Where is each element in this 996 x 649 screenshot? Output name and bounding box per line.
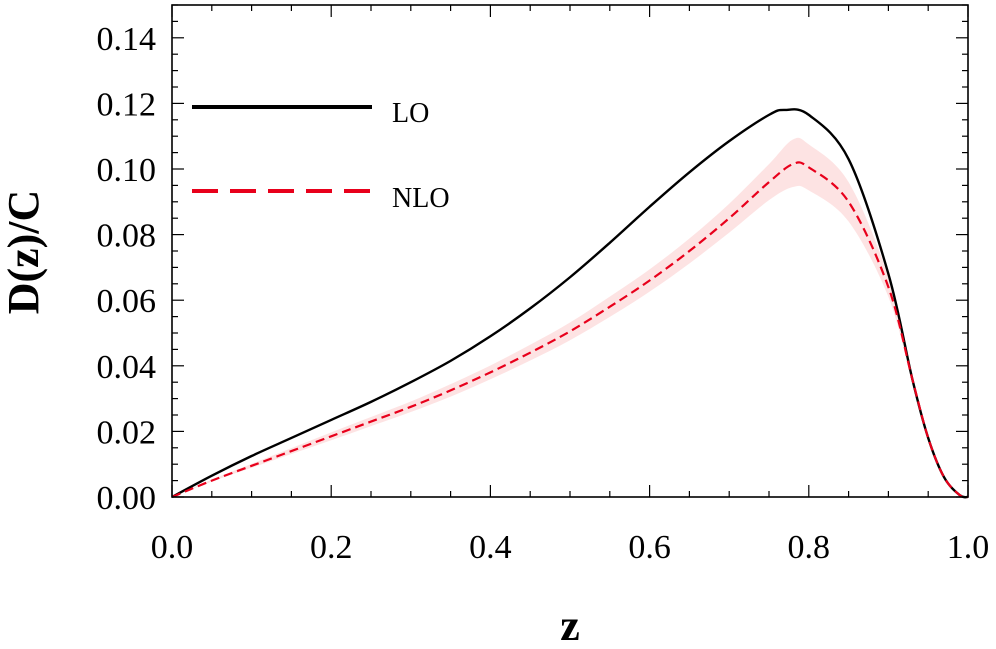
series-line-nlo [171, 161, 969, 499]
series-lines-layer [171, 108, 969, 499]
y-tick-label: 0.14 [97, 21, 157, 58]
axis-ticks-layer [171, 4, 969, 498]
y-tick-label: 0.02 [97, 414, 157, 451]
y-tick-label: 0.04 [97, 349, 157, 386]
x-tick-label: 0.6 [628, 529, 671, 566]
y-tick-label: 0.08 [97, 218, 157, 255]
y-axis-title: D(z)/C [0, 190, 48, 315]
plot-frame [171, 4, 969, 498]
y-tick-label: 0.10 [97, 152, 157, 189]
legend: LO NLO [192, 98, 450, 214]
y-tick-label: 0.00 [97, 480, 157, 517]
y-tick-label: 0.06 [97, 283, 157, 320]
x-axis-title: z [560, 601, 580, 649]
y-tick-label: 0.12 [97, 86, 157, 123]
x-tick-label: 0.0 [151, 529, 194, 566]
tick-labels-layer: 0.0 0.2 0.4 0.6 0.8 1.0 0.00 0.02 0.04 0.06 0.08 0.… [97, 21, 990, 566]
x-tick-label: 0.2 [310, 529, 353, 566]
series-line-lo [171, 108, 969, 499]
legend-label-nlo: NLO [392, 183, 450, 214]
x-tick-label: 0.8 [788, 529, 831, 566]
x-tick-label: 0.4 [469, 529, 512, 566]
x-tick-label: 1.0 [947, 529, 990, 566]
legend-label-lo: LO [392, 98, 429, 129]
